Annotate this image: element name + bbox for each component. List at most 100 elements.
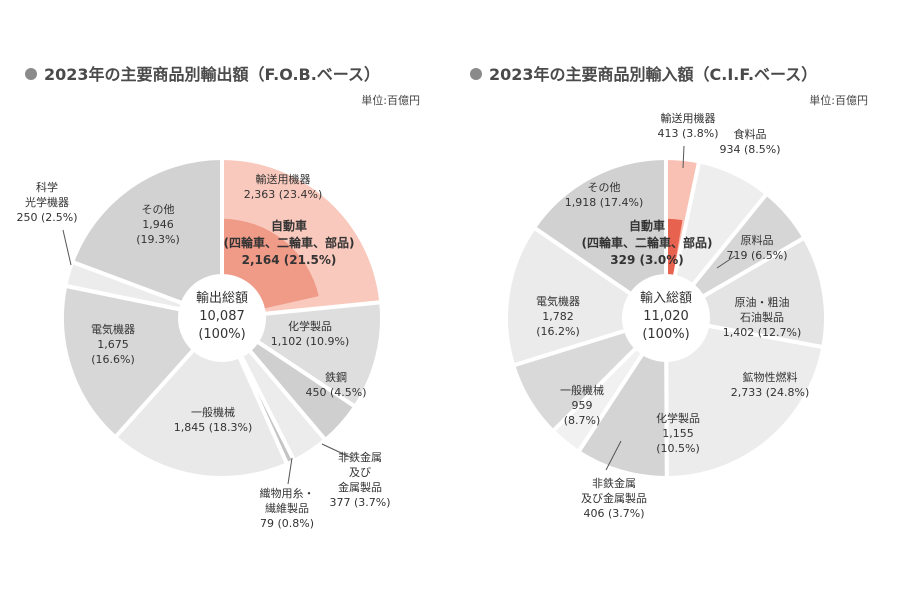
slice-label: 非鉄金属及び金属製品 377 (3.7%) — [329, 450, 390, 509]
slice-label-line: 非鉄金属 — [338, 450, 382, 464]
slice-label-line: 食料品 — [734, 127, 767, 141]
leader-line — [287, 457, 293, 485]
highlight-label-line: 自動車 — [271, 218, 307, 233]
highlight-label-line: 329 (3.0%) — [610, 253, 683, 267]
slice-label: その他 1,946 (19.3%) — [136, 203, 180, 246]
slice-label: 化学製品 1,155 (10.5%) — [656, 411, 700, 455]
slice-label-line: 石油製品 — [740, 310, 784, 324]
slice-label: その他 1,918 (17.4%) — [565, 181, 644, 209]
slice-label: 電気機器 1,782 (16.2%) — [536, 294, 580, 338]
slice-label-line: 化学製品 — [288, 319, 332, 333]
slice-label: 一般機械 1,845 (18.3%) — [174, 405, 253, 434]
slice-label: 一般機械 959 (8.7%) — [560, 383, 604, 427]
slice-label-line: 非鉄金属 — [592, 476, 636, 490]
slice-label-line: 原料品 — [741, 233, 774, 247]
highlight-label-line: 2,164 (21.5%) — [242, 253, 337, 267]
slice-label-line: 2,733 (24.8%) — [731, 386, 810, 399]
slice-label-line: 1,102 (10.9%) — [271, 335, 350, 348]
export-pie: 輸出総額 10,087 (100%) 輸送用機器 2,363 (23.4%) 化学製品 1,… — [16, 155, 391, 530]
slice-label: 原料品 719 (6.5%) — [726, 233, 787, 262]
slice-label-line: (8.7%) — [564, 414, 601, 427]
slice-label-line: 鉄鋼 — [325, 370, 347, 384]
slice-label: 科学光学機器 250 (2.5%) — [16, 180, 77, 224]
slice-label-line: (16.6%) — [91, 353, 135, 366]
slice-label-line: (19.3%) — [136, 233, 180, 246]
slice-label-line: 79 (0.8%) — [260, 517, 314, 530]
slice-label-line: 輸送用機器 — [256, 172, 311, 186]
leader-line — [321, 443, 353, 459]
leader-line — [682, 145, 685, 169]
total-value: 10,087 — [199, 309, 245, 324]
pie-center-hole — [622, 274, 710, 362]
pie-slice — [531, 155, 668, 322]
highlight-label-line: (四輪車、二輪車、部品) — [224, 235, 355, 250]
slice-label: 輸送用機器 2,363 (23.4%) — [244, 172, 323, 201]
slice-label-line: 1,675 — [97, 338, 129, 351]
slice-label-line: その他 — [588, 181, 621, 194]
slice-label-line: 450 (4.5%) — [305, 386, 366, 399]
pie-slice — [663, 315, 826, 481]
highlight-label-line: 自動車 — [629, 218, 665, 233]
title-bullet-icon — [470, 68, 482, 80]
pie-center-hole — [178, 274, 266, 362]
import-pie: 輸入総額 11,020 (100%) 輸送用機器 413 (3.8%) 食料品 934 (8… — [504, 111, 828, 520]
slice-label-line: 一般機械 — [560, 383, 604, 397]
total-percent: (100%) — [642, 327, 689, 342]
slice-label: 原油・粗油石油製品 1,402 (12.7%) — [723, 295, 802, 339]
pie-slice — [112, 314, 290, 480]
slice-label: 食料品 934 (8.5%) — [719, 127, 780, 156]
total-percent: (100%) — [198, 327, 245, 342]
import-unit-label: 単位:百億円 — [809, 93, 868, 107]
slice-label-line: 959 — [572, 399, 593, 412]
slice-label: 鉱物性燃料 2,733 (24.8%) — [731, 370, 810, 399]
slice-label-line: 及び — [349, 466, 371, 479]
import-chart-title: 2023年の主要商品別輸入額（C.I.F.ベース） — [489, 65, 817, 84]
slice-label-line: 鉱物性燃料 — [743, 370, 798, 384]
slice-label: 輸送用機器 413 (3.8%) — [657, 111, 718, 140]
slice-label-line: 科学 — [36, 180, 58, 194]
slice-label: 織物用糸・繊維製品 79 (0.8%) — [260, 486, 315, 530]
slice-label-line: 金属製品 — [338, 480, 382, 494]
highlight-label-line: (四輪車、二輪車、部品) — [582, 235, 713, 250]
slice-label-line: 繊維製品 — [265, 501, 309, 515]
slice-label: 鉄鋼 450 (4.5%) — [305, 370, 366, 399]
slice-label-line: 1,946 — [142, 218, 174, 231]
slice-label-line: 輸送用機器 — [661, 111, 716, 125]
slice-label-line: その他 — [142, 203, 175, 216]
slice-label-line: 化学製品 — [656, 411, 700, 425]
export-unit-label: 単位:百億円 — [361, 93, 420, 107]
title-bullet-icon — [25, 68, 37, 80]
slice-label-line: 2,363 (23.4%) — [244, 188, 323, 201]
slice-label-line: 及び金属製品 — [581, 491, 647, 505]
slice-label-line: 一般機械 — [191, 405, 235, 419]
pie-slice — [69, 155, 224, 321]
leader-line — [62, 229, 72, 266]
slice-label-line: 光学機器 — [25, 195, 69, 209]
slice-label-line: 1,845 (18.3%) — [174, 421, 253, 434]
slice-label-line: 1,782 — [542, 310, 574, 323]
slice-label-line: 1,918 (17.4%) — [565, 196, 644, 209]
leader-line — [605, 440, 622, 471]
highlight-label: 自動車 (四輪車、二輪車、部品) 329 (3.0%) — [582, 218, 713, 267]
slice-label: 化学製品 1,102 (10.9%) — [271, 319, 350, 348]
slice-label: 電気機器 1,675 (16.6%) — [91, 322, 135, 366]
slice-label-line: (16.2%) — [536, 325, 580, 338]
total-value: 11,020 — [643, 309, 689, 324]
export-chart-title: 2023年の主要商品別輸出額（F.O.B.ベース） — [44, 65, 380, 84]
slice-label-line: 原油・粗油 — [735, 295, 790, 309]
slice-label-line: 377 (3.7%) — [329, 496, 390, 509]
slice-label-line: 934 (8.5%) — [719, 143, 780, 156]
slice-label-line: 413 (3.8%) — [657, 127, 718, 140]
slice-label-line: 織物用糸・ — [260, 486, 315, 500]
highlight-label: 自動車 (四輪車、二輪車、部品) 2,164 (21.5%) — [224, 218, 355, 267]
slice-label-line: 電気機器 — [91, 322, 135, 336]
slice-label-line: 719 (6.5%) — [726, 249, 787, 262]
total-label: 輸出総額 — [196, 291, 248, 306]
slice-label-line: 1,402 (12.7%) — [723, 326, 802, 339]
slice-label-line: (10.5%) — [656, 442, 700, 455]
total-label: 輸入総額 — [640, 291, 692, 306]
slice-label-line: 1,155 — [662, 427, 694, 440]
slice-label-line: 406 (3.7%) — [583, 507, 644, 520]
